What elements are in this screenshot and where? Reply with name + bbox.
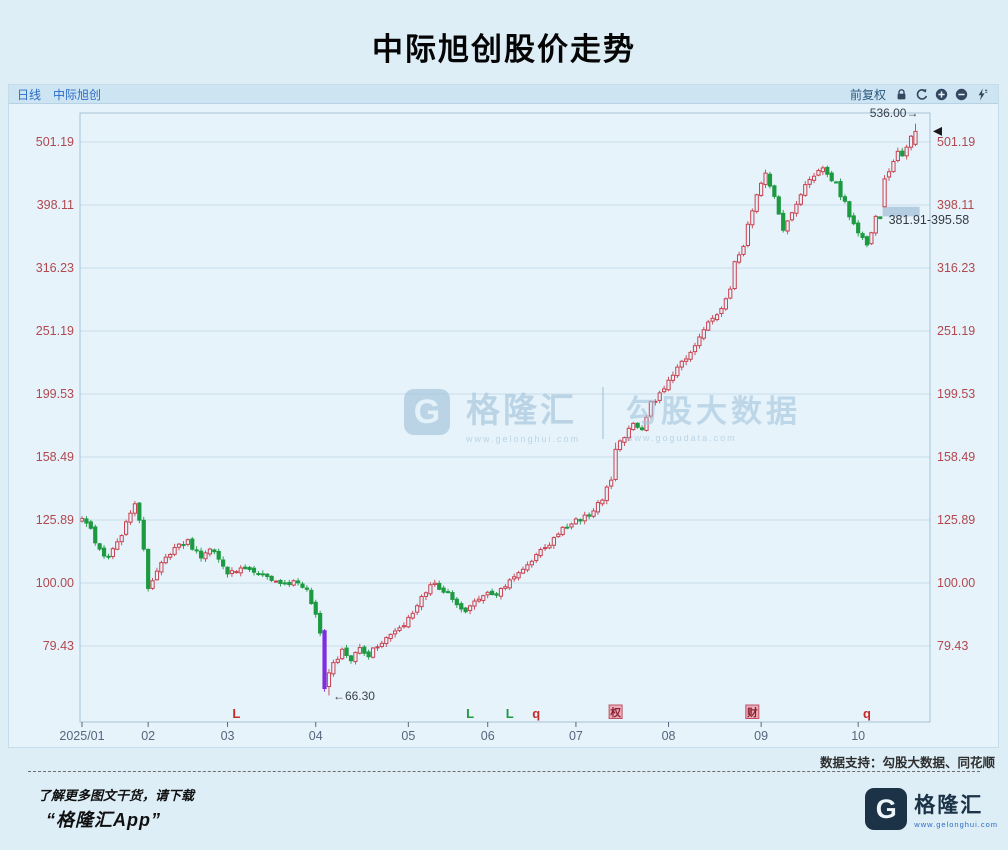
zoom-out-icon[interactable] xyxy=(955,88,968,101)
period-selector[interactable]: 日线 xyxy=(17,87,42,102)
adjust-mode-button[interactable]: 前复权 xyxy=(849,87,886,102)
brand-logo-icon: G xyxy=(865,788,908,830)
chart-toolbar: 日线 中际旭创 前复权 xyxy=(9,85,998,104)
lock-icon[interactable] xyxy=(895,88,908,101)
data-support-note: 数据支持：勾股大数据、同花顺 xyxy=(819,756,995,770)
footer-promo-line2: “格隆汇App” xyxy=(46,810,161,830)
dashed-divider xyxy=(28,771,980,772)
brand-url: www.gelonghui.com xyxy=(914,820,998,829)
toolbar-left: 日线 中际旭创 xyxy=(9,86,101,103)
undo-icon[interactable] xyxy=(915,88,928,101)
footer-promo-line1: 了解更多图文干货，请下载 xyxy=(38,788,195,803)
brand-name: 格隆汇 xyxy=(914,794,984,817)
toolbar-right: 前复权 xyxy=(850,86,998,103)
footer-brand: G 格隆汇 www.gelonghui.com xyxy=(865,788,998,830)
flash-icon[interactable] xyxy=(975,88,988,101)
stock-name[interactable]: 中际旭创 xyxy=(53,87,102,102)
zoom-in-icon[interactable] xyxy=(935,88,948,101)
page-title: 中际旭创股价走势 xyxy=(372,32,636,67)
chart-panel: 日线 中际旭创 前复权 xyxy=(8,84,999,748)
